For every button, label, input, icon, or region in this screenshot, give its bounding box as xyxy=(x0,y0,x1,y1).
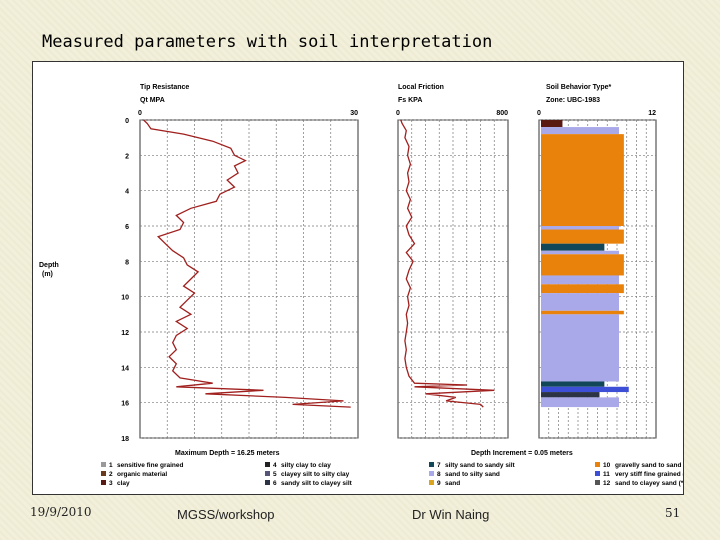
tip-resistance-title: Tip Resistance xyxy=(140,84,189,91)
soil-layer-zone-8 xyxy=(541,293,619,311)
soil-layer-zone-10 xyxy=(541,134,624,226)
legend-swatch-4 xyxy=(265,462,270,467)
page-number: 51 xyxy=(665,506,681,520)
soil-layer-zone-7 xyxy=(541,243,605,251)
legend-swatch-5 xyxy=(265,471,270,476)
legend-swatch-11 xyxy=(595,471,600,476)
legend-zone-4: 4 xyxy=(273,462,277,469)
soil-layer-zone-10 xyxy=(541,254,624,276)
depth-tick-label: 18 xyxy=(121,436,129,443)
footer-date: 19/9/2010 xyxy=(30,505,92,519)
legend-label-9: sand xyxy=(445,480,460,487)
legend-zone-9: 9 xyxy=(437,480,441,487)
legend-zone-6: 6 xyxy=(273,480,277,487)
legend-zone-2: 2 xyxy=(109,471,113,478)
legend-label-2: organic material xyxy=(117,471,167,478)
depth-increment-note: Depth Increment = 0.05 meters xyxy=(471,450,573,457)
legend-zone-11: 11 xyxy=(603,471,610,478)
soil-layer-zone-10 xyxy=(541,310,624,315)
depth-tick-label: 0 xyxy=(125,118,129,125)
depth-tick-label: 4 xyxy=(125,189,129,196)
soil-layer-zone-8 xyxy=(541,275,619,285)
soil-layer-zone-6 xyxy=(541,392,600,398)
legend-zone-1: 1 xyxy=(109,462,113,469)
footer-author: Dr Win Naing xyxy=(412,507,490,522)
legend-swatch-2 xyxy=(101,471,106,476)
depth-tick-label: 8 xyxy=(125,259,129,266)
legend-swatch-3 xyxy=(101,480,106,485)
legend-swatch-12 xyxy=(595,480,600,485)
cpt-figure: Tip Resistance Qt MPA Local Friction Fs … xyxy=(32,61,684,495)
depth-tick-label: 16 xyxy=(121,401,129,408)
legend-zone-5: 5 xyxy=(273,471,277,478)
legend-label-11: very stiff fine grained (*) xyxy=(615,471,683,478)
soil-layer-zone-8 xyxy=(541,127,619,135)
local-friction-line xyxy=(400,119,495,408)
legend-label-3: clay xyxy=(117,480,130,487)
depth-tick-label: 10 xyxy=(121,295,129,302)
depth-tick-label: 2 xyxy=(125,153,129,160)
soil-layer-zone-7 xyxy=(541,381,605,387)
legend-zone-7: 7 xyxy=(437,462,441,469)
legend-label-1: sensitive fine grained xyxy=(117,462,183,469)
soil-layer-zone-8 xyxy=(541,397,619,408)
legend-swatch-8 xyxy=(429,471,434,476)
soil-layer-zone-10 xyxy=(541,284,624,294)
max-depth-note: Maximum Depth = 16.25 meters xyxy=(175,450,280,457)
tip-resistance-line xyxy=(143,119,351,408)
x-tick-label: 12 xyxy=(648,110,656,117)
legend-label-4: silty clay to clay xyxy=(281,462,331,469)
soil-layer-zone-11 xyxy=(541,386,629,393)
legend-swatch-1 xyxy=(101,462,106,467)
legend-zone-12: 12 xyxy=(603,480,611,487)
local-friction-title: Local Friction xyxy=(398,84,444,91)
soil-layer-zone-8 xyxy=(541,226,619,230)
legend-label-8: sand to silty sand xyxy=(445,471,500,478)
legend-label-6: sandy silt to clayey silt xyxy=(281,480,353,487)
x-tick-label: 0 xyxy=(537,110,541,117)
legend-swatch-9 xyxy=(429,480,434,485)
slide-title: Measured parameters with soil interpreta… xyxy=(42,32,493,52)
soil-behavior-unit: Zone: UBC-1983 xyxy=(546,97,600,104)
x-tick-label: 30 xyxy=(350,110,358,117)
x-tick-label: 800 xyxy=(496,110,508,117)
legend-label-10: gravelly sand to sand xyxy=(615,462,681,469)
depth-tick-label: 6 xyxy=(125,224,129,231)
depth-axis-unit: (m) xyxy=(42,271,53,278)
soil-layer-zone-3 xyxy=(541,120,563,128)
soil-layer-zone-8 xyxy=(541,250,619,255)
x-tick-label: 0 xyxy=(138,110,142,117)
depth-tick-label: 12 xyxy=(121,330,129,337)
legend-zone-10: 10 xyxy=(603,462,611,469)
cpt-chart: Tip Resistance Qt MPA Local Friction Fs … xyxy=(39,84,683,487)
x-tick-label: 0 xyxy=(396,110,400,117)
local-friction-unit: Fs KPA xyxy=(398,97,422,104)
legend-zone-8: 8 xyxy=(437,471,441,478)
legend-label-7: silty sand to sandy silt xyxy=(445,462,516,469)
tip-resistance-unit: Qt MPA xyxy=(140,97,165,104)
soil-layer-zone-10 xyxy=(541,229,624,244)
soil-layer-zone-8 xyxy=(541,314,619,382)
legend-zone-3: 3 xyxy=(109,480,113,487)
footer-workshop: MGSS/workshop xyxy=(177,507,275,522)
legend-label-5: clayey silt to silty clay xyxy=(281,471,350,478)
legend-swatch-7 xyxy=(429,462,434,467)
depth-tick-label: 14 xyxy=(121,365,129,372)
legend-swatch-6 xyxy=(265,480,270,485)
legend-label-12: sand to clayey sand (*) xyxy=(615,480,683,487)
soil-behavior-title: Soil Behavior Type* xyxy=(546,84,611,91)
legend-swatch-10 xyxy=(595,462,600,467)
depth-axis-label: Depth xyxy=(39,262,59,269)
